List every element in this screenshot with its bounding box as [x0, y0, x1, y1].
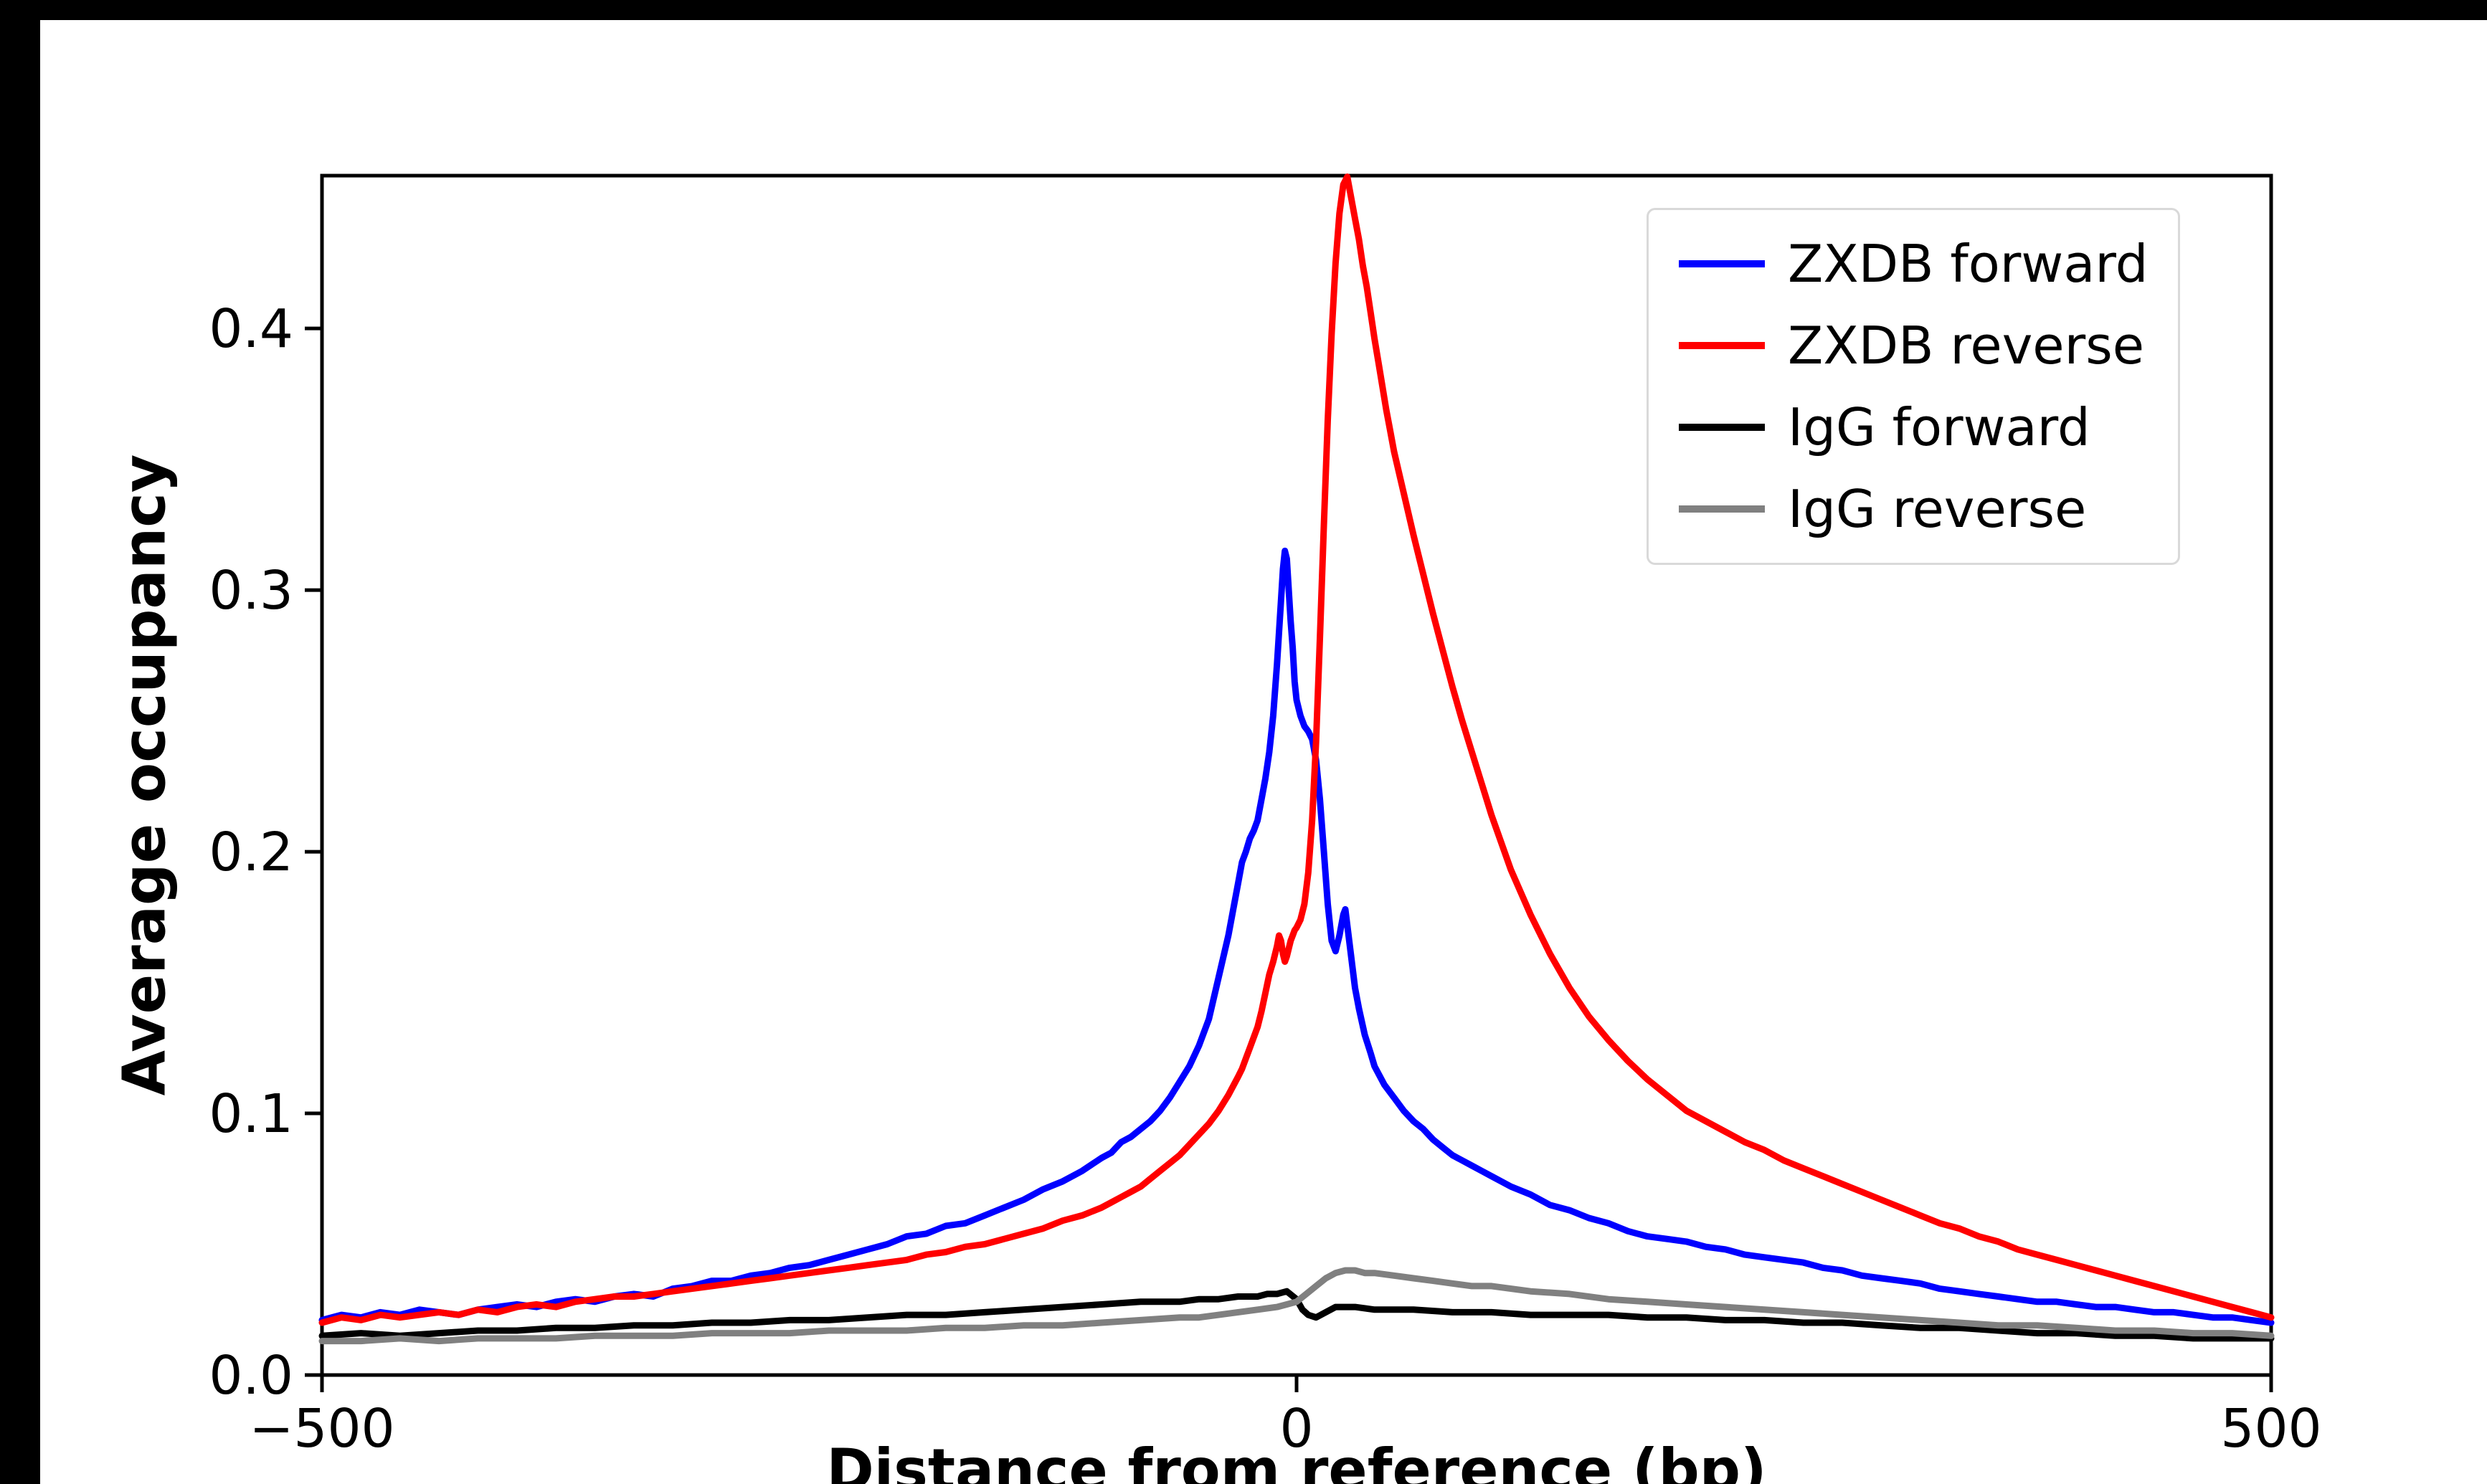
y-tick-label: 0.3 — [209, 560, 293, 622]
legend-line-swatch — [1679, 424, 1765, 431]
y-tick-label: 0.0 — [209, 1345, 293, 1407]
series-line-zxdb-reverse — [318, 173, 2275, 1326]
series-line-igg-reverse — [318, 1267, 2275, 1345]
legend-label: IgG reverse — [1788, 479, 2087, 539]
legend-label: ZXDB reverse — [1788, 315, 2145, 376]
x-axis-label: Distance from reference (bp) — [826, 1437, 1767, 1484]
y-axis-label: Average occupancy — [110, 454, 179, 1096]
y-tick-label: 0.2 — [209, 822, 293, 883]
legend-item: ZXDB forward — [1679, 232, 2148, 296]
legend-label: ZXDB forward — [1788, 234, 2149, 294]
x-tick-label: 0 — [1279, 1398, 1313, 1460]
legend-label: IgG forward — [1788, 397, 2090, 457]
legend-line-swatch — [1679, 342, 1765, 349]
chart-figure: −500 0 500 0.0 0.1 0.2 0.3 0.4 Average occupanc… — [40, 20, 2487, 1484]
legend-item: IgG forward — [1679, 395, 2148, 460]
x-tick-label: −500 — [249, 1398, 394, 1460]
line-chart-canvas: −500 0 500 0.0 0.1 0.2 0.3 0.4 — [209, 173, 2322, 1460]
y-tick-label: 0.1 — [209, 1083, 293, 1145]
y-tick-label: 0.4 — [209, 298, 293, 360]
x-tick-label: 500 — [2220, 1398, 2321, 1460]
legend-line-swatch — [1679, 505, 1765, 513]
legend-item: IgG reverse — [1679, 477, 2148, 541]
legend: ZXDB forward ZXDB reverse IgG forward Ig… — [1647, 208, 2181, 565]
series-line-igg-forward — [318, 1288, 2275, 1342]
series-line-zxdb-forward — [318, 547, 2275, 1326]
legend-line-swatch — [1679, 260, 1765, 267]
legend-item: ZXDB reverse — [1679, 313, 2148, 378]
